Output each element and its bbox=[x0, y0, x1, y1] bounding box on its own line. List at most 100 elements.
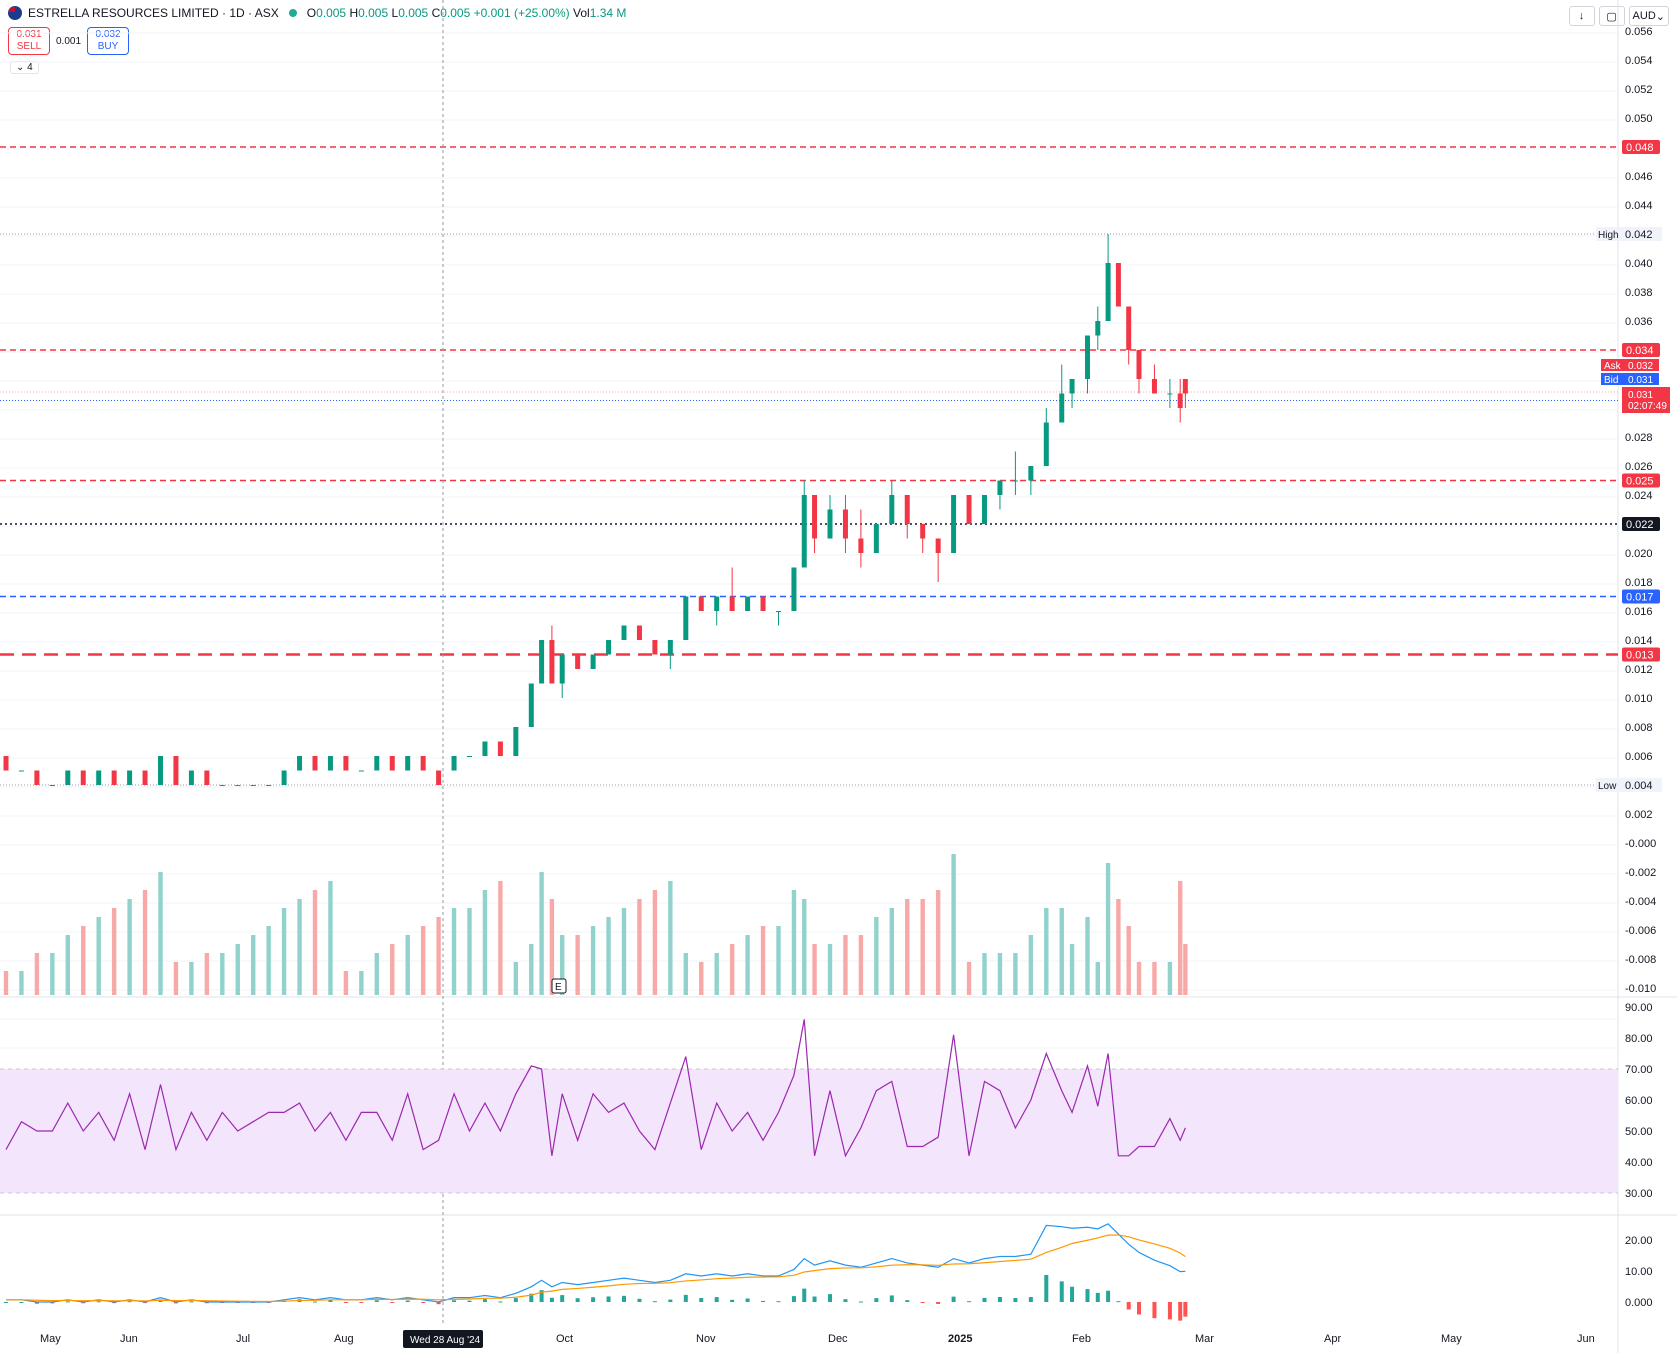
price-tick-label: 0.010 bbox=[1625, 693, 1653, 705]
candle-body bbox=[1095, 321, 1101, 336]
price-tick-label: 0.040 bbox=[1625, 258, 1653, 270]
bid-value: 0.031 bbox=[1628, 375, 1653, 386]
macd-histogram-bar bbox=[889, 1295, 894, 1302]
volume-bar bbox=[173, 962, 179, 995]
volume-bar bbox=[220, 953, 225, 995]
level-price-tag bbox=[1622, 589, 1660, 604]
volume-bar bbox=[729, 944, 735, 995]
volume-bar bbox=[1126, 926, 1131, 995]
candle-body bbox=[858, 538, 864, 553]
candle-body bbox=[904, 495, 910, 524]
volume-bar bbox=[1085, 917, 1090, 995]
volume-bar bbox=[251, 935, 256, 995]
rsi-tick-label: 70.00 bbox=[1625, 1064, 1653, 1076]
price-tick-label: -0.004 bbox=[1625, 896, 1656, 908]
candle-body bbox=[842, 509, 848, 539]
candle-body bbox=[142, 770, 148, 785]
candle-body bbox=[528, 683, 534, 727]
high-tag bbox=[1596, 227, 1662, 241]
sell-price: 0.031 bbox=[16, 29, 42, 40]
macd-histogram-bar bbox=[920, 1302, 925, 1303]
price-tick-label: 0.024 bbox=[1625, 490, 1653, 502]
macd-histogram-bar bbox=[467, 1300, 472, 1302]
symbol-header: ESTRELLA RESOURCES LIMITED · 1D · ASX O0… bbox=[8, 6, 626, 20]
volume-bar bbox=[637, 899, 642, 995]
rsi-tick-label: 90.00 bbox=[1625, 1002, 1653, 1014]
macd-histogram-bar bbox=[1167, 1302, 1172, 1320]
macd-histogram-bar bbox=[668, 1299, 673, 1302]
level-price-tag bbox=[1622, 517, 1660, 531]
level-price-label: 0.048 bbox=[1626, 142, 1654, 154]
volume-bar bbox=[714, 953, 719, 995]
volume-bar bbox=[889, 908, 894, 995]
candle-body bbox=[1126, 306, 1132, 350]
candle-body bbox=[698, 596, 704, 611]
price-tick-label: 0.020 bbox=[1625, 548, 1653, 560]
macd-histogram-bar bbox=[951, 1296, 956, 1302]
macd-histogram-bar bbox=[843, 1299, 848, 1302]
volume-bar bbox=[529, 944, 534, 995]
candle-body bbox=[873, 524, 879, 553]
volume-bar bbox=[1152, 962, 1157, 995]
crosshair-time-tag bbox=[403, 1330, 483, 1348]
candle-body bbox=[539, 640, 545, 684]
candle-body bbox=[235, 785, 241, 786]
macd-histogram-bar bbox=[1183, 1302, 1188, 1317]
symbol-title[interactable]: ESTRELLA RESOURCES LIMITED · 1D · ASX bbox=[28, 6, 279, 20]
macd-histogram-bar bbox=[828, 1294, 832, 1302]
candle-body bbox=[18, 770, 24, 772]
macd-histogram-bar bbox=[714, 1297, 719, 1302]
sell-button[interactable]: 0.031 SELL bbox=[8, 27, 50, 55]
volume-bar bbox=[874, 917, 879, 995]
macd-tick-label: 0.000 bbox=[1625, 1297, 1653, 1309]
price-tick-label: -0.006 bbox=[1625, 925, 1656, 937]
price-tick-label: 0.046 bbox=[1625, 171, 1653, 183]
macd-histogram-bar bbox=[65, 1301, 70, 1303]
arrow-down-icon[interactable]: ↓ bbox=[1568, 6, 1595, 26]
candle-body bbox=[389, 756, 395, 771]
volume-bar bbox=[343, 971, 349, 995]
macd-histogram-bar bbox=[761, 1300, 766, 1302]
volume-bar bbox=[96, 917, 101, 995]
macd-histogram-bar bbox=[936, 1302, 941, 1304]
bid-tag bbox=[1601, 373, 1659, 385]
volume-bar bbox=[1105, 863, 1111, 995]
macd-histogram-bar bbox=[637, 1298, 642, 1302]
volume-bar bbox=[827, 944, 833, 995]
buy-button[interactable]: 0.032 BUY bbox=[87, 27, 130, 55]
volume-bar bbox=[482, 890, 488, 995]
volume-bar bbox=[281, 908, 287, 995]
level-price-label: 0.013 bbox=[1626, 650, 1654, 662]
earnings-label: E bbox=[555, 982, 562, 993]
macd-histogram-bar bbox=[874, 1298, 879, 1302]
rsi-tick-label: 50.00 bbox=[1625, 1126, 1653, 1138]
volume-bar bbox=[699, 962, 704, 995]
macd-histogram-bar bbox=[19, 1302, 24, 1303]
candle-body bbox=[1182, 379, 1188, 394]
volume-bar bbox=[843, 935, 848, 995]
volume-bar bbox=[590, 926, 596, 995]
candle-body bbox=[606, 640, 612, 655]
volume-bar bbox=[513, 962, 519, 995]
candle-body bbox=[935, 538, 941, 553]
volume-bar bbox=[189, 962, 194, 995]
macd-histogram-bar bbox=[802, 1288, 807, 1302]
candle-body bbox=[966, 495, 972, 524]
volume-bar bbox=[920, 899, 925, 995]
candle-body bbox=[667, 640, 673, 655]
candle-body bbox=[127, 770, 133, 785]
macd-histogram-bar bbox=[1137, 1302, 1141, 1315]
macd-signal-line bbox=[6, 1234, 1186, 1303]
candle-body bbox=[65, 770, 71, 785]
volume-bar bbox=[127, 899, 132, 995]
macd-histogram-bar bbox=[34, 1302, 39, 1304]
volume-bar bbox=[204, 953, 210, 995]
currency-selector[interactable]: AUD ⌄ bbox=[1628, 6, 1669, 26]
candle-body bbox=[482, 741, 488, 756]
price-tick-label: 0.006 bbox=[1625, 751, 1653, 763]
macd-histogram-bar bbox=[560, 1295, 565, 1302]
macd-histogram-bar bbox=[699, 1298, 704, 1302]
time-axis-label: Nov bbox=[696, 1333, 716, 1345]
candle-body bbox=[111, 770, 117, 785]
